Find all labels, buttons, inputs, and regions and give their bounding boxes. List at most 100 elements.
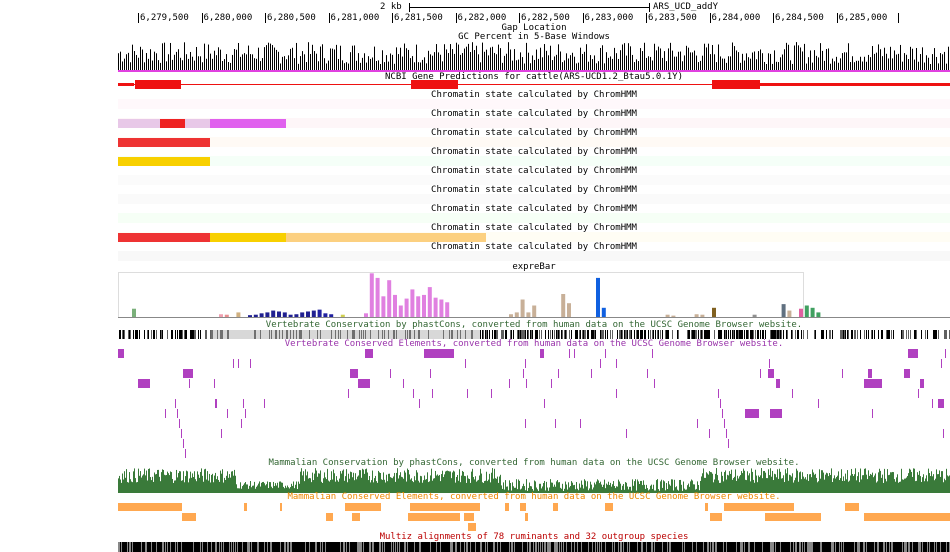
mamm-cons-bar xyxy=(253,485,254,493)
vert-cons-density xyxy=(726,330,727,339)
mamm-cons-bar xyxy=(503,482,504,493)
multiz-density xyxy=(373,542,374,552)
mamm-cons-bar xyxy=(140,471,141,493)
mamm-cons-bar xyxy=(200,471,201,493)
multiz-density xyxy=(617,542,618,552)
vert-cons-density xyxy=(233,330,234,339)
gc-percent-bar xyxy=(360,62,361,72)
multiz-density xyxy=(535,542,536,552)
vert-elem-tick xyxy=(945,349,946,358)
mamm-cons-bar xyxy=(179,471,180,493)
vert-cons-density xyxy=(528,330,529,339)
vert-elem-tick xyxy=(179,419,180,428)
multiz-density xyxy=(573,542,574,552)
vert-cons-density xyxy=(927,330,928,339)
mamm-cons-bar xyxy=(198,474,199,493)
vert-cons-density xyxy=(446,330,447,339)
vert-cons-density xyxy=(493,330,494,339)
vert-cons-density xyxy=(314,330,315,339)
multiz-density xyxy=(396,542,397,552)
multiz-density xyxy=(346,542,347,552)
multiz-density xyxy=(780,542,781,552)
mamm-elem-block xyxy=(464,513,474,521)
vert-cons-density xyxy=(476,330,477,339)
gc-percent-bar xyxy=(414,62,415,72)
vert-cons-density xyxy=(543,330,544,339)
gc-percent-bar xyxy=(214,50,215,72)
vert-cons-density xyxy=(665,330,666,339)
multiz-density xyxy=(235,542,236,552)
multiz-density xyxy=(342,542,343,552)
vert-elem-tick xyxy=(439,349,440,358)
mamm-cons-bar xyxy=(862,475,863,493)
vert-cons-density xyxy=(483,330,484,339)
multiz-density xyxy=(389,542,390,552)
multiz-density xyxy=(651,542,652,552)
mamm-cons-bar xyxy=(535,481,536,493)
gc-percent-bar xyxy=(512,60,513,72)
vert-cons-density xyxy=(622,330,623,339)
vert-cons-density xyxy=(490,330,491,339)
gc-percent-bar xyxy=(206,58,207,72)
multiz-density xyxy=(752,542,753,552)
mamm-cons-bar xyxy=(744,470,745,493)
vert-cons-density xyxy=(308,330,309,339)
multiz-density xyxy=(402,542,403,552)
mamm-cons-bar xyxy=(406,481,407,493)
mamm-cons-bar xyxy=(213,482,214,493)
multiz-density xyxy=(926,542,927,552)
exprebar-bar xyxy=(532,305,537,317)
vert-cons-density xyxy=(392,330,393,339)
vert-cons-density xyxy=(232,330,233,339)
vert-cons-density xyxy=(509,330,510,339)
vert-cons-density xyxy=(623,330,624,339)
vert-cons-density xyxy=(572,330,573,339)
mamm-cons-bar xyxy=(691,479,692,493)
vert-cons-density xyxy=(512,330,513,339)
multiz-density xyxy=(386,542,387,552)
multiz-density xyxy=(123,542,124,552)
vert-cons-density xyxy=(191,330,192,339)
mamm-cons-bar xyxy=(507,486,508,493)
multiz-density xyxy=(421,542,422,552)
gc-percent-bar xyxy=(182,60,183,72)
vert-cons-density xyxy=(571,330,572,339)
mamm-cons-bar xyxy=(353,472,354,493)
vert-cons-density xyxy=(780,330,781,339)
mamm-cons-bar xyxy=(330,480,331,493)
vert-cons-density xyxy=(931,330,932,339)
gc-percent-bar xyxy=(848,43,849,72)
mamm-cons-bar xyxy=(643,480,644,493)
vert-cons-density xyxy=(635,330,636,339)
gc-percent-bar xyxy=(164,42,165,72)
vert-cons-density xyxy=(942,330,943,339)
multiz-density xyxy=(881,542,882,552)
multiz-density xyxy=(772,542,773,552)
multiz-density xyxy=(151,542,152,552)
vert-cons-density xyxy=(924,330,925,339)
vert-cons-density xyxy=(141,330,142,339)
vert-cons-density xyxy=(797,330,798,339)
vert-cons-density xyxy=(748,330,749,339)
gc-percent-bar xyxy=(432,55,433,72)
vert-cons-density xyxy=(753,330,754,339)
mamm-cons-bar xyxy=(564,488,565,493)
vert-cons-density xyxy=(334,330,335,339)
vert-cons-density xyxy=(783,330,784,339)
vert-cons-density xyxy=(747,330,748,339)
vert-cons-density xyxy=(793,330,794,339)
vert-cons-density xyxy=(683,330,684,339)
ruler-tick: 6,283,500 xyxy=(646,13,697,23)
vert-cons-density xyxy=(844,330,845,339)
exprebar-bar xyxy=(404,298,409,317)
vert-cons-density xyxy=(222,330,223,339)
vert-elem-tick xyxy=(523,369,524,378)
mamm-cons-bar xyxy=(286,487,287,493)
vert-cons-density xyxy=(902,330,903,339)
mamm-elem-block xyxy=(182,513,196,521)
multiz-density xyxy=(523,542,524,552)
mamm-cons-bar xyxy=(215,472,216,493)
gc-percent-bar xyxy=(618,58,619,72)
vert-cons-density xyxy=(857,330,858,339)
vert-cons-density xyxy=(133,330,134,339)
